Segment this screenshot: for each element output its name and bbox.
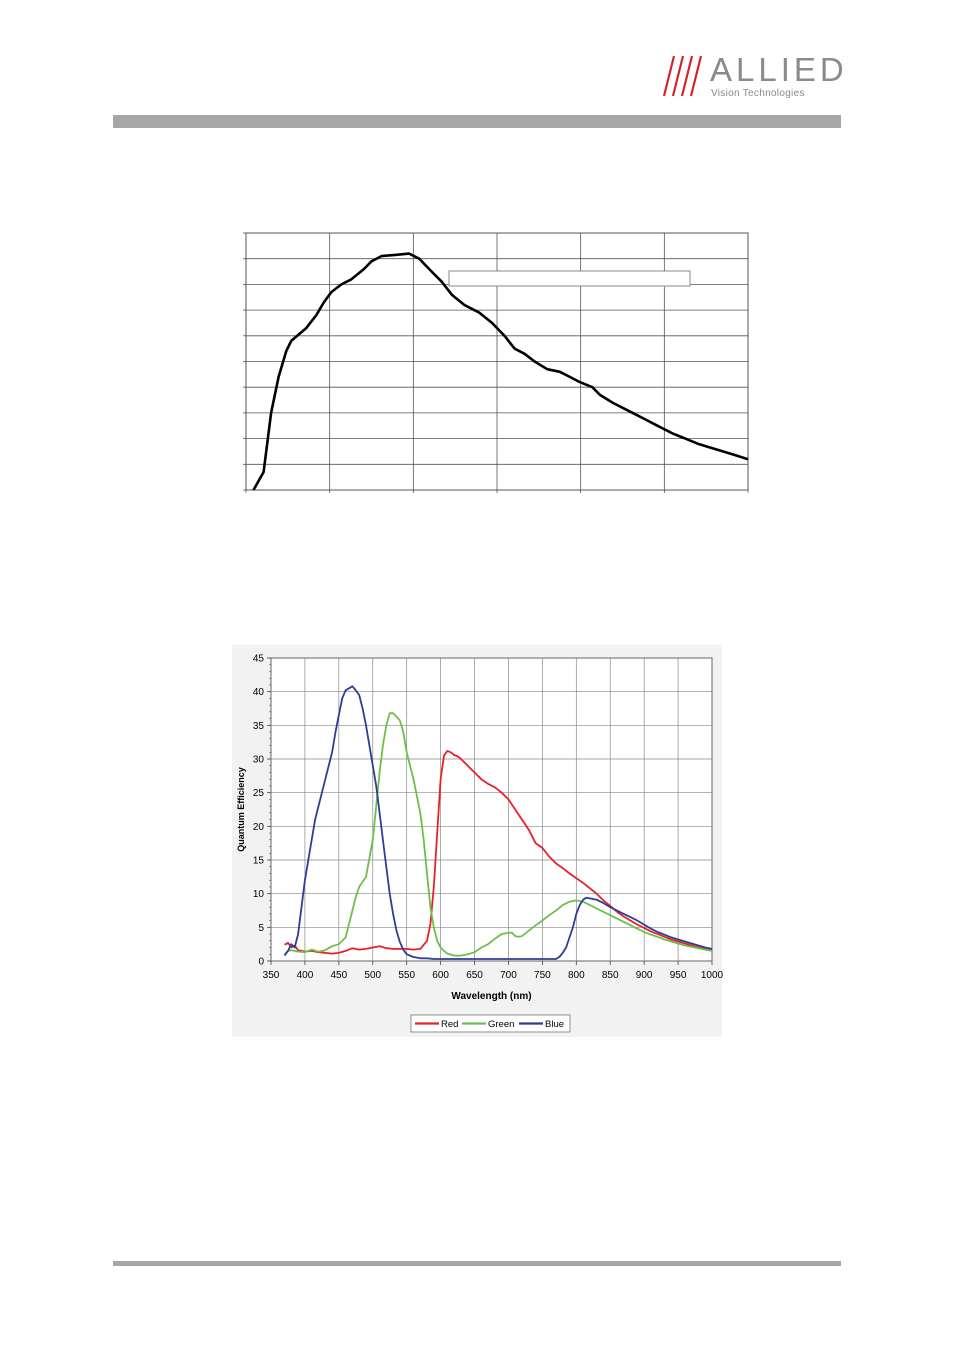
- x-tick-label: 1000: [701, 970, 724, 981]
- x-tick-label: 600: [432, 970, 449, 981]
- logo-slash: [662, 55, 676, 97]
- logo-slash: [671, 55, 685, 97]
- x-tick-label: 500: [364, 970, 381, 981]
- x-tick-label: 550: [398, 970, 415, 981]
- y-tick-label: 10: [253, 889, 265, 900]
- logo-tagline: Vision Technologies: [711, 88, 805, 99]
- legend-label-blue: Blue: [545, 1019, 564, 1030]
- x-tick-label: 700: [500, 970, 517, 981]
- plot-area: [270, 657, 713, 962]
- logo-slash-mark: [662, 55, 703, 97]
- y-tick-label: 0: [258, 957, 264, 968]
- legend-label-red: Red: [441, 1019, 458, 1030]
- y-axis-label: Quantum Efficiency: [236, 767, 246, 852]
- y-tick-label: 5: [258, 923, 264, 934]
- header-divider-bar: [113, 115, 841, 128]
- x-tick-label: 450: [331, 970, 348, 981]
- x-tick-label: 750: [534, 970, 551, 981]
- logo-slash: [689, 55, 703, 97]
- company-logo: ALLIED Vision Technologies: [660, 52, 850, 102]
- legend: Red Green Blue: [410, 1014, 571, 1033]
- x-tick-label: 650: [466, 970, 483, 981]
- legend-box: [448, 270, 691, 287]
- series-line-blue: [283, 685, 713, 960]
- y-tick-label: 20: [253, 822, 265, 833]
- x-tick-label: 850: [602, 970, 619, 981]
- logo-wordmark: ALLIED: [710, 51, 848, 88]
- series-line: [252, 252, 749, 491]
- y-tick-label: 35: [253, 721, 265, 732]
- spectral-sensitivity-chart: [243, 232, 749, 493]
- x-tick-label: 400: [297, 970, 314, 981]
- y-tick-label: 45: [253, 654, 265, 665]
- x-tick-label: 950: [670, 970, 687, 981]
- y-tick-label: 40: [253, 687, 265, 698]
- y-tick-label: 25: [253, 788, 265, 799]
- legend-label-green: Green: [488, 1019, 514, 1030]
- series-line-green: [283, 712, 713, 957]
- x-tick-label: 350: [263, 970, 280, 981]
- y-tick-label: 15: [253, 856, 265, 867]
- x-tick-label: 800: [568, 970, 585, 981]
- logo-slash: [680, 55, 694, 97]
- legend-box: [410, 1014, 571, 1033]
- series-line-red: [284, 750, 713, 955]
- x-axis-label: Wavelength (nm): [451, 991, 531, 1002]
- footer-divider-bar: [113, 1261, 841, 1266]
- x-tick-label: 900: [636, 970, 653, 981]
- y-tick-label: 30: [253, 755, 265, 766]
